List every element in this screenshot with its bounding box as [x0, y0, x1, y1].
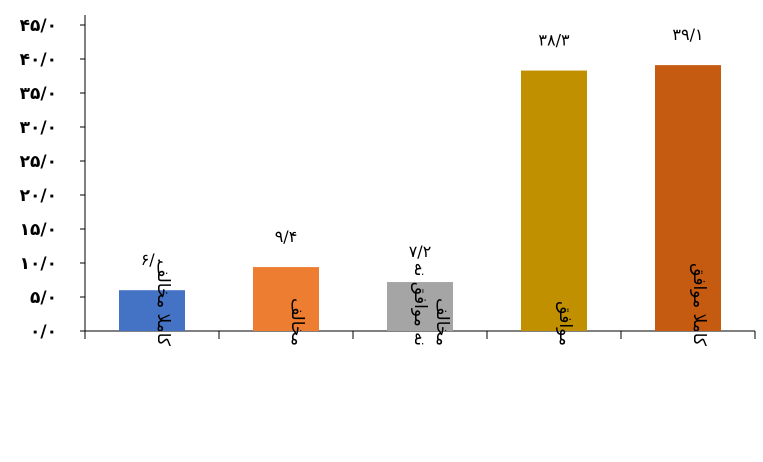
y-tick-label: ۴۵/۰ [20, 16, 57, 36]
category-label-line: کاملا مخالف [153, 260, 173, 347]
bar [253, 267, 319, 331]
y-tick-label: ۱۰/۰ [20, 254, 57, 274]
category-label: مخالف [287, 298, 307, 346]
category-label: کاملا مخالف [153, 260, 173, 347]
category-label: موافق [555, 301, 575, 346]
data-label: ۶/۰ [141, 250, 164, 269]
y-tick-label: ۱۵/۰ [20, 220, 57, 240]
category-label-line: مخالف [287, 298, 307, 346]
category-label-line: موافق [555, 301, 575, 346]
category-labels: کاملا مخالف مخالف نه موافق نه مخالف موافق کام… [153, 260, 709, 347]
y-tick-labels: ۰/۰ ۵/۰ ۱۰/۰ ۱۵/۰ ۲۰/۰ ۲۵/۰ ۳۰/۰ ۳۵/۰ ۴۰/۰ ۴۵/۰ [20, 16, 57, 342]
data-label: ۳۸/۳ [538, 31, 570, 50]
category-label-line: مخالف [432, 298, 452, 346]
data-label: ۳۹/۱ [672, 25, 703, 44]
y-tick-label: ۳۰/۰ [20, 118, 57, 138]
bar [521, 70, 587, 331]
bar [655, 65, 721, 332]
bars [119, 65, 721, 332]
category-label-line: کاملا موافق [689, 263, 709, 347]
y-tick-label: ۲۰/۰ [20, 186, 57, 206]
y-tick-label: ۳۵/۰ [20, 84, 57, 104]
category-label: کاملا موافق [689, 263, 709, 347]
y-tick-label: ۴۰/۰ [20, 50, 57, 70]
data-labels: ۶/۰ ۹/۴ ۷/۲ ۳۸/۳ ۳۹/۱ [141, 25, 704, 269]
category-label-line: نه موافق نه [410, 263, 430, 346]
y-tick-label: ۲۵/۰ [20, 152, 57, 172]
bar [119, 290, 185, 331]
data-label: ۷/۲ [409, 242, 432, 261]
bar [387, 282, 453, 331]
y-tick-label: ۰/۰ [30, 322, 57, 342]
data-label: ۹/۴ [275, 227, 298, 246]
y-tick-label: ۵/۰ [30, 288, 57, 308]
category-label: نه موافق نه مخالف [410, 263, 452, 346]
